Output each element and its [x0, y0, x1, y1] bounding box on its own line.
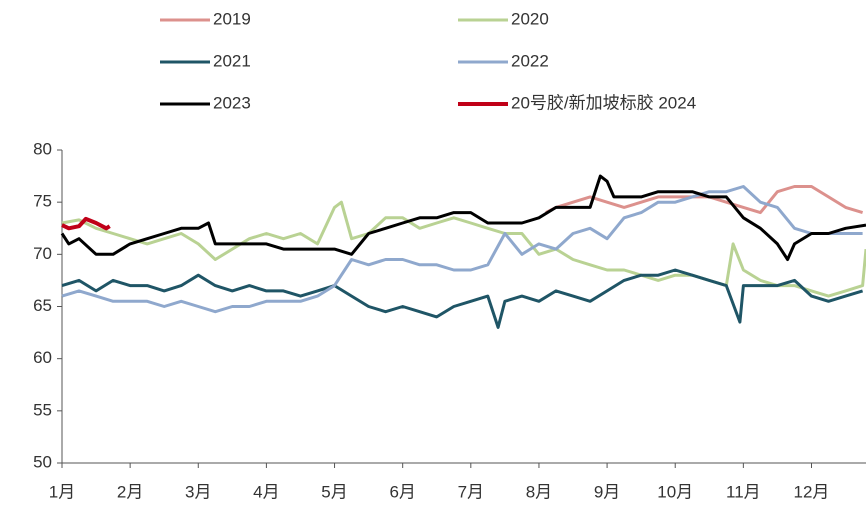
series-line — [61, 268, 864, 329]
y-tick-label: 75 — [33, 192, 52, 211]
legend-label: 2022 — [511, 51, 549, 70]
series-line — [61, 200, 866, 298]
y-tick-label: 60 — [33, 348, 52, 367]
series-line — [60, 174, 866, 261]
y-tick-label: 65 — [33, 296, 52, 315]
y-tick-label: 80 — [33, 139, 52, 158]
legend-label: 20号胶/新加坡标胶 2024 — [511, 93, 696, 112]
x-tick-label: 4月 — [253, 482, 279, 501]
x-tick-label: 1月 — [49, 482, 75, 501]
y-tick-label: 70 — [33, 244, 52, 263]
x-tick-label: 5月 — [321, 482, 347, 501]
x-tick-label: 8月 — [526, 482, 552, 501]
series-line — [61, 216, 111, 231]
y-tick-label: 55 — [33, 400, 52, 419]
x-tick-label: 12月 — [794, 482, 830, 501]
x-tick-label: 7月 — [458, 482, 484, 501]
legend-label: 2020 — [511, 9, 549, 28]
legend-label: 2021 — [213, 51, 251, 70]
legend-label: 2019 — [213, 9, 251, 28]
series-line — [61, 185, 863, 314]
x-tick-label: 11月 — [726, 482, 761, 501]
y-tick-label: 50 — [33, 452, 52, 471]
legend-label: 2023 — [213, 93, 251, 112]
x-tick-label: 3月 — [185, 482, 211, 501]
x-tick-label: 10月 — [657, 482, 693, 501]
x-tick-label: 2月 — [117, 482, 143, 501]
x-tick-label: 6月 — [389, 482, 415, 501]
x-tick-label: 9月 — [594, 482, 620, 501]
